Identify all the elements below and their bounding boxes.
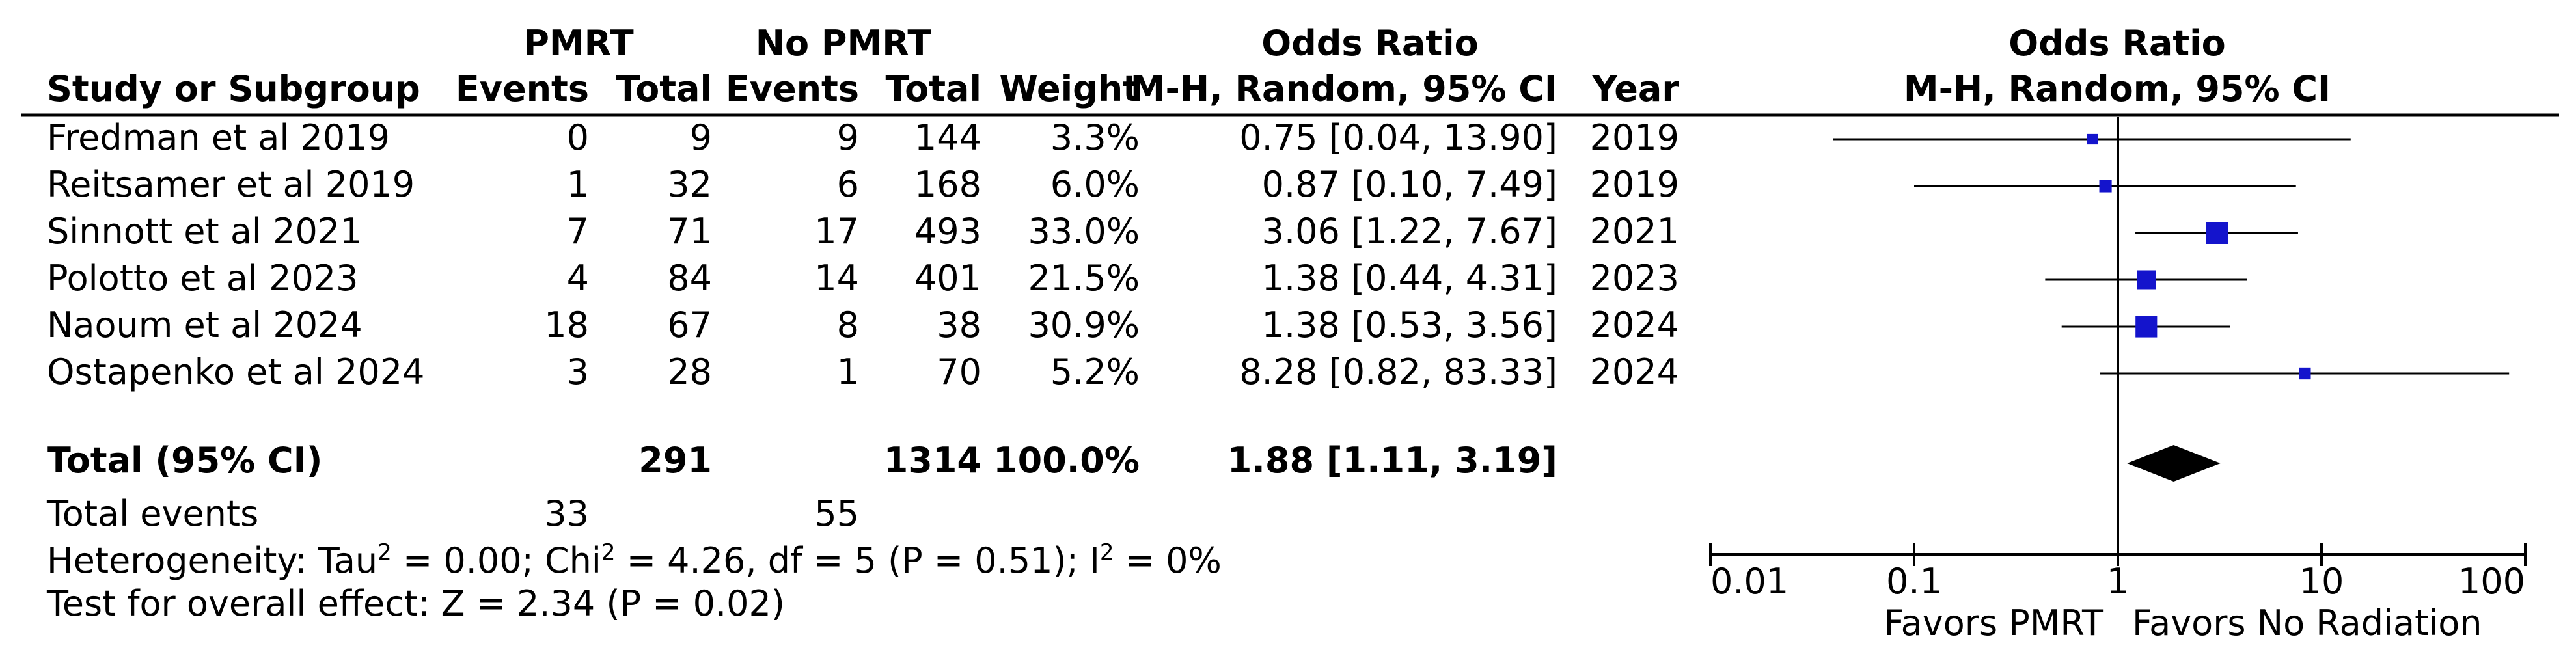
row-ctl-events: 14 bbox=[814, 258, 859, 299]
study-marker bbox=[2087, 133, 2098, 145]
row-ci: 3.06 [1.22, 7.67] bbox=[1262, 211, 1557, 252]
forest-plot-panel: 0.01 0.1 1 10 100 Favors PMRT Favors No Radiat… bbox=[1709, 117, 2527, 644]
study-marker bbox=[2137, 270, 2156, 290]
row-year: 2024 bbox=[1590, 351, 1679, 392]
favors-left-label: Favors PMRT bbox=[1884, 603, 2104, 644]
study-marker bbox=[2206, 222, 2228, 244]
row-year: 2021 bbox=[1590, 211, 1679, 252]
total-label: Total (95% CI) bbox=[47, 440, 322, 481]
row-year: 2023 bbox=[1590, 258, 1679, 299]
row-weight: 3.3% bbox=[1050, 117, 1140, 158]
row-ci: 8.28 [0.82, 83.33] bbox=[1239, 351, 1557, 392]
row-exp-events: 18 bbox=[544, 305, 589, 346]
row-exp-events: 0 bbox=[567, 117, 589, 158]
row-ctl-events: 8 bbox=[837, 305, 859, 346]
total-events-exp: 33 bbox=[544, 493, 589, 534]
row-ci: 1.38 [0.44, 4.31] bbox=[1262, 258, 1557, 299]
x-tick-label: 0.1 bbox=[1886, 561, 1942, 602]
row-exp-events: 1 bbox=[567, 164, 589, 205]
x-tick-label: 1 bbox=[2107, 561, 2129, 602]
row-exp-events: 3 bbox=[567, 351, 589, 392]
col-header-ctl-total: Total bbox=[885, 68, 981, 109]
row-exp-total: 71 bbox=[667, 211, 712, 252]
row-exp-events: 4 bbox=[567, 258, 589, 299]
row-year: 2019 bbox=[1590, 164, 1679, 205]
header-no-pmrt: No PMRT bbox=[756, 23, 932, 64]
row-ctl-events: 9 bbox=[837, 117, 859, 158]
plot-subtitle: M-H, Random, 95% CI bbox=[1904, 68, 2331, 109]
row-ci: 0.87 [0.10, 7.49] bbox=[1262, 164, 1557, 205]
row-ctl-total: 70 bbox=[937, 351, 981, 392]
row-exp-total: 84 bbox=[667, 258, 712, 299]
total-events-label: Total events bbox=[46, 493, 258, 534]
row-study: Naoum et al 2024 bbox=[47, 305, 363, 346]
header-odds-ratio-table: Odds Ratio bbox=[1261, 23, 1479, 64]
col-header-study: Study or Subgroup bbox=[47, 68, 420, 109]
row-ctl-events: 1 bbox=[837, 351, 859, 392]
row-study: Fredman et al 2019 bbox=[47, 117, 390, 158]
col-header-year: Year bbox=[1591, 68, 1679, 109]
study-marker bbox=[2299, 367, 2311, 380]
row-weight: 6.0% bbox=[1050, 164, 1140, 205]
col-header-ci: M-H, Random, 95% CI bbox=[1130, 68, 1557, 109]
row-exp-total: 67 bbox=[667, 305, 712, 346]
row-ctl-total: 493 bbox=[914, 211, 981, 252]
row-exp-total: 28 bbox=[667, 351, 712, 392]
row-exp-total: 32 bbox=[667, 164, 712, 205]
total-ctl-total: 1314 bbox=[884, 440, 981, 481]
x-tick-label: 10 bbox=[2299, 561, 2344, 602]
favors-right-label: Favors No Radiation bbox=[2132, 603, 2482, 644]
total-exp-total: 291 bbox=[638, 440, 712, 481]
col-header-ctl-events: Events bbox=[726, 68, 859, 109]
header-pmrt: PMRT bbox=[523, 23, 633, 64]
row-exp-events: 7 bbox=[567, 211, 589, 252]
plot-title: Odds Ratio bbox=[2008, 23, 2226, 64]
total-events-ctl: 55 bbox=[814, 493, 859, 534]
row-study: Reitsamer et al 2019 bbox=[47, 164, 415, 205]
study-marker bbox=[2099, 180, 2112, 193]
total-ci: 1.88 [1.11, 3.19] bbox=[1227, 440, 1557, 481]
row-ci: 1.38 [0.53, 3.56] bbox=[1262, 305, 1557, 346]
row-ctl-total: 144 bbox=[914, 117, 981, 158]
row-weight: 33.0% bbox=[1028, 211, 1140, 252]
col-header-exp-total: Total bbox=[616, 68, 712, 109]
x-tick-label: 100 bbox=[2458, 561, 2525, 602]
total-weight: 100.0% bbox=[993, 440, 1140, 481]
row-ctl-total: 38 bbox=[937, 305, 981, 346]
study-rows: Fredman et al 2019 0 9 9 144 3.3% 0.75 [0.04, … bbox=[47, 117, 1679, 392]
row-study: Sinnott et al 2021 bbox=[47, 211, 363, 252]
row-ctl-events: 6 bbox=[837, 164, 859, 205]
row-ci: 0.75 [0.04, 13.90] bbox=[1239, 117, 1557, 158]
x-tick-label: 0.01 bbox=[1710, 561, 1788, 602]
row-ctl-total: 168 bbox=[914, 164, 981, 205]
heterogeneity-stats: Heterogeneity: Tau2 = 0.00; Chi2 = 4.26,… bbox=[47, 539, 1222, 581]
row-year: 2019 bbox=[1590, 117, 1679, 158]
row-weight: 5.2% bbox=[1050, 351, 1140, 392]
row-ctl-total: 401 bbox=[914, 258, 981, 299]
row-ctl-events: 17 bbox=[814, 211, 859, 252]
overall-effect-test: Test for overall effect: Z = 2.34 (P = 0… bbox=[46, 583, 785, 624]
col-header-weight: Weight bbox=[999, 68, 1140, 109]
study-marker bbox=[2135, 316, 2158, 338]
col-header-exp-events: Events bbox=[456, 68, 589, 109]
pooled-diamond bbox=[2127, 445, 2221, 482]
row-study: Polotto et al 2023 bbox=[47, 258, 359, 299]
row-weight: 21.5% bbox=[1028, 258, 1140, 299]
row-study: Ostapenko et al 2024 bbox=[47, 351, 424, 392]
row-weight: 30.9% bbox=[1028, 305, 1140, 346]
row-exp-total: 9 bbox=[690, 117, 712, 158]
row-year: 2024 bbox=[1590, 305, 1679, 346]
